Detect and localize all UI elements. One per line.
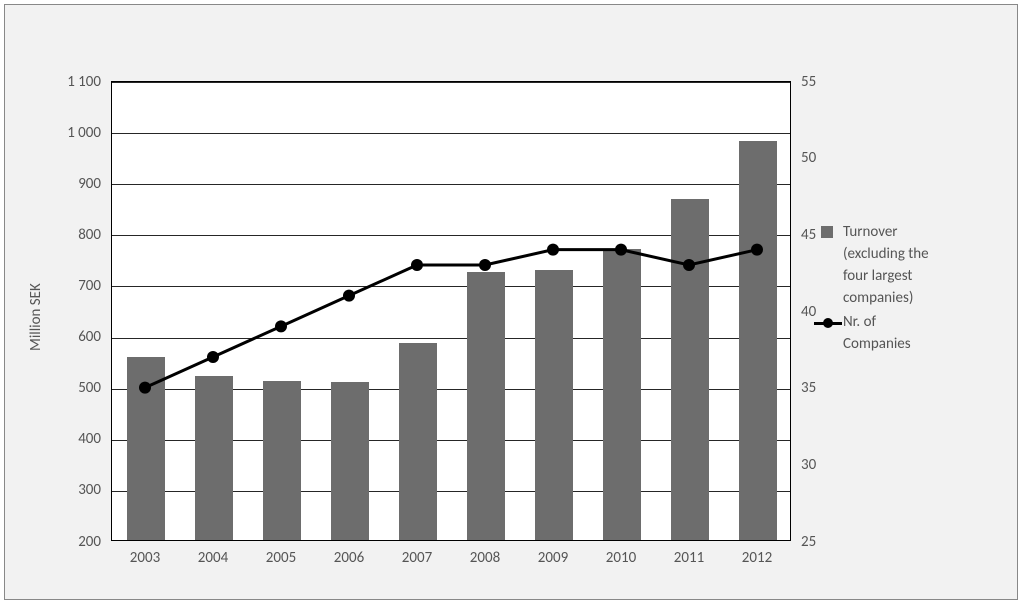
x-tick-label: 2007 [383, 549, 451, 567]
bar [331, 382, 368, 540]
bar [603, 249, 640, 540]
plot-area [111, 81, 791, 541]
bar [195, 376, 232, 540]
y2-tick-label: 40 [801, 303, 816, 321]
bar [739, 141, 776, 540]
y1-axis-label: Million SEK [27, 283, 45, 351]
gridline [112, 184, 790, 185]
gridline [112, 82, 790, 83]
legend-label-turnover: Turnover (excluding the four largest com… [843, 221, 929, 309]
chart-frame: 200 300 400 500 600 700 800 900 1 000 1 100 25 30 35… [4, 4, 1018, 600]
x-tick-label: 2008 [451, 549, 519, 567]
y1-tick-label: 500 [78, 379, 101, 397]
y1-tick-label: 700 [78, 277, 101, 295]
legend-label-companies: Nr. of Companies [843, 311, 911, 355]
y1-tick-label: 200 [78, 533, 101, 551]
bar [263, 381, 300, 540]
x-tick-label: 2009 [519, 549, 587, 567]
x-tick-label: 2005 [247, 549, 315, 567]
legend-swatch-bar [821, 226, 833, 238]
y2-tick-label: 30 [801, 456, 816, 474]
y2-tick-label: 35 [801, 379, 816, 397]
gridline [112, 133, 790, 134]
x-tick-label: 2006 [315, 549, 383, 567]
y1-tick-label: 900 [78, 175, 101, 193]
bar [671, 199, 708, 540]
y1-tick-label: 800 [78, 226, 101, 244]
x-tick-label: 2010 [587, 549, 655, 567]
y1-tick-label: 1 100 [67, 73, 101, 91]
x-tick-label: 2012 [723, 549, 791, 567]
x-tick-label: 2004 [179, 549, 247, 567]
bar [127, 357, 164, 540]
y2-tick-label: 45 [801, 226, 816, 244]
x-tick-label: 2011 [655, 549, 723, 567]
y1-tick-label: 1 000 [67, 124, 101, 142]
y2-tick-label: 50 [801, 149, 816, 167]
bar [467, 272, 504, 540]
y1-tick-label: 400 [78, 430, 101, 448]
legend-swatch-marker [823, 318, 833, 328]
y1-tick-label: 600 [78, 328, 101, 346]
bar [399, 343, 436, 540]
y1-tick-label: 300 [78, 481, 101, 499]
y2-tick-label: 25 [801, 533, 816, 551]
x-tick-label: 2003 [111, 549, 179, 567]
y2-tick-label: 55 [801, 73, 816, 91]
bar [535, 270, 572, 540]
